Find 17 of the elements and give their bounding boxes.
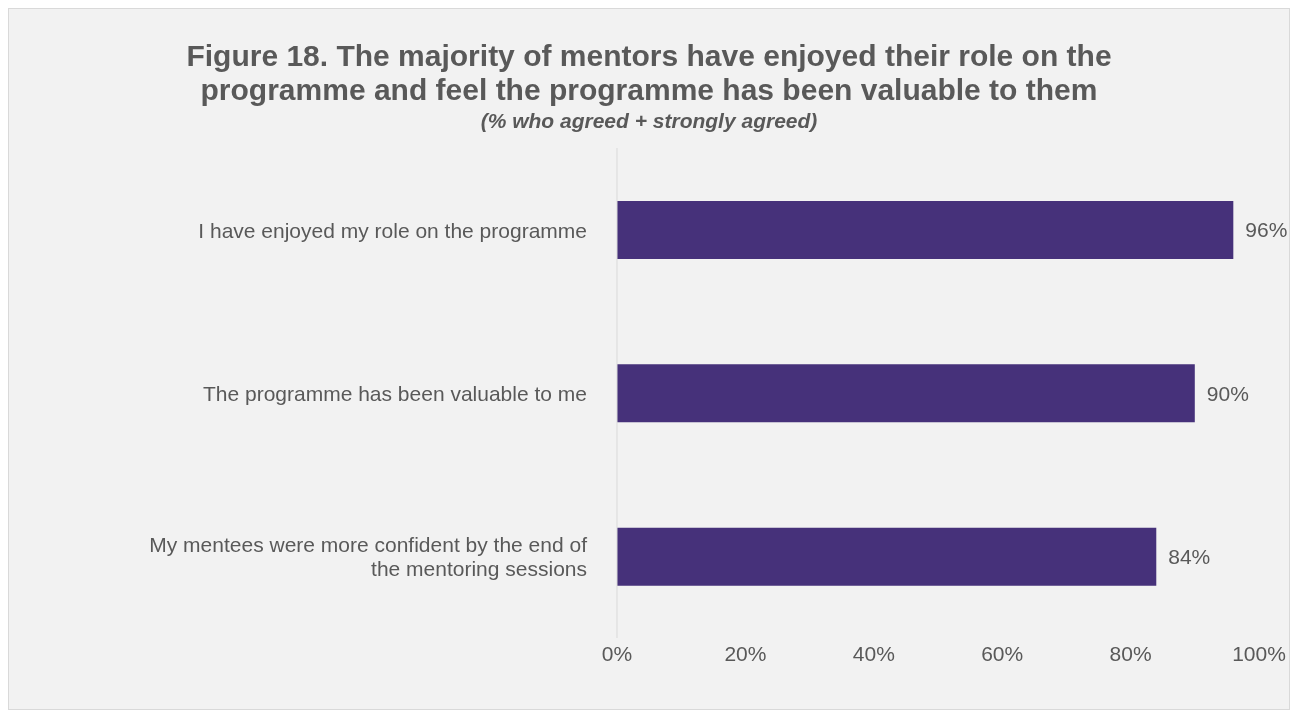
- chart-title: Figure 18. The majority of mentors have enjoyed their role on the programme and feel the programme has been valuable to them: [185, 39, 1113, 107]
- x-tick-label: 40%: [852, 641, 895, 665]
- chart-subtitle: (% who agreed + strongly agreed): [479, 109, 819, 133]
- x-tick-label: 80%: [1109, 641, 1152, 665]
- bar: [617, 364, 1195, 423]
- x-tick-label: 20%: [724, 641, 767, 665]
- x-tick-label: 60%: [981, 641, 1024, 665]
- x-tick-label: 100%: [1232, 641, 1286, 665]
- x-tick-label: 0%: [601, 641, 633, 665]
- data-label: 84%: [1168, 545, 1211, 569]
- y-tick-label: The programme has been valuable to me: [202, 381, 587, 405]
- data-label: 90%: [1206, 381, 1249, 405]
- y-tick-label: My mentees were more confident by the end of the mentoring sessions: [149, 532, 588, 580]
- bar: [617, 201, 1234, 259]
- data-label: 96%: [1245, 218, 1288, 242]
- y-tick-label: I have enjoyed my role on the programme: [198, 218, 587, 242]
- bar: [617, 527, 1157, 586]
